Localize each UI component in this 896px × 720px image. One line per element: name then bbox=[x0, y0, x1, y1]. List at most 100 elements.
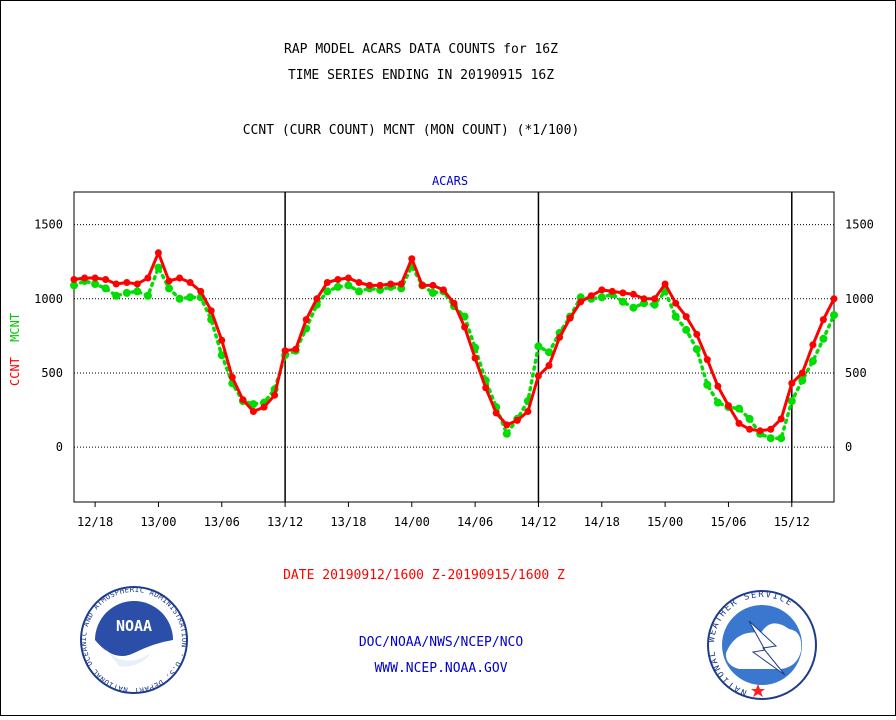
noaa-ring-text: NATIONAL OCEANIC AND ATMOSPHERIC ADMINIS… bbox=[0, 0, 189, 695]
data-point-mcnt bbox=[344, 281, 353, 290]
data-point-ccnt bbox=[640, 295, 648, 303]
data-point-mcnt bbox=[133, 287, 142, 296]
data-point-mcnt bbox=[735, 404, 743, 413]
data-point-ccnt bbox=[207, 307, 215, 315]
data-point-ccnt bbox=[651, 295, 659, 303]
data-point-ccnt bbox=[524, 408, 532, 415]
x-tick-labels: 12/18 13/00 13/06 13/12 13/18 14/00 14/06 14/12… bbox=[77, 502, 810, 529]
x-tick-label: 15/06 bbox=[710, 515, 746, 529]
x-tick-label: 13/06 bbox=[204, 515, 240, 529]
x-tick-label: 12/18 bbox=[77, 515, 113, 529]
footer-org: DOC/NOAA/NWS/NCEP/NCO bbox=[359, 635, 524, 650]
nws-logo-icon: NATIONAL WEATHER SERVICE bbox=[707, 590, 817, 700]
data-point-ccnt bbox=[418, 281, 426, 289]
data-point-ccnt bbox=[355, 279, 363, 286]
data-point-ccnt bbox=[271, 391, 279, 399]
data-point-ccnt bbox=[91, 274, 99, 282]
data-point-mcnt bbox=[186, 293, 195, 302]
data-point-mcnt bbox=[70, 281, 78, 290]
data-point-mcnt bbox=[819, 334, 828, 343]
x-tick-label: 15/12 bbox=[774, 515, 810, 529]
footer-url: WWW.NCEP.NOAA.GOV bbox=[374, 661, 507, 676]
data-point-ccnt bbox=[788, 379, 796, 387]
chart-title-line-2: TIME SERIES ENDING IN 20190915 16Z bbox=[288, 68, 554, 83]
chart-subtitle: CCNT (CURR COUNT) MCNT (MON COUNT) (*1/1… bbox=[243, 123, 580, 138]
data-point-ccnt bbox=[397, 280, 405, 288]
data-point-mcnt bbox=[355, 287, 363, 296]
data-point-mcnt bbox=[777, 434, 786, 443]
data-point-ccnt bbox=[218, 336, 226, 344]
data-point-ccnt bbox=[830, 295, 838, 303]
data-point-ccnt bbox=[608, 287, 616, 295]
series-ccnt bbox=[70, 249, 838, 435]
data-point-ccnt bbox=[176, 274, 184, 282]
y-axis-label-ccnt: CCNT bbox=[8, 357, 22, 386]
data-point-ccnt bbox=[556, 333, 564, 341]
data-point-mcnt bbox=[165, 284, 173, 293]
series-line-mcnt bbox=[72, 264, 836, 440]
data-point-ccnt bbox=[693, 330, 701, 338]
data-point-ccnt bbox=[809, 341, 817, 349]
data-point-mcnt bbox=[808, 357, 817, 366]
y-axis-label: CCNT MCNT bbox=[8, 313, 22, 386]
data-point-mcnt bbox=[333, 282, 342, 291]
data-point-mcnt bbox=[534, 342, 543, 351]
data-point-mcnt bbox=[249, 400, 258, 409]
y-tick-label-left: 0 bbox=[56, 440, 63, 454]
data-point-mcnt bbox=[217, 351, 226, 360]
noaa-logo-icon: NOAA NATIONAL OCEANIC AND ATMOSPHERIC AD… bbox=[0, 0, 189, 695]
data-point-ccnt bbox=[323, 279, 331, 286]
data-point-ccnt bbox=[292, 345, 300, 353]
data-point-ccnt bbox=[154, 249, 162, 257]
series-mcnt bbox=[70, 262, 838, 443]
data-point-mcnt bbox=[798, 376, 807, 385]
data-point-ccnt bbox=[376, 281, 384, 289]
data-point-ccnt bbox=[123, 279, 131, 286]
data-point-mcnt bbox=[671, 312, 680, 321]
data-point-ccnt bbox=[302, 316, 310, 324]
data-point-mcnt bbox=[629, 303, 638, 312]
x-tick-label: 13/00 bbox=[140, 515, 176, 529]
data-point-ccnt bbox=[482, 384, 490, 392]
data-point-mcnt bbox=[154, 263, 163, 272]
y-tick-label-right: 500 bbox=[845, 366, 867, 380]
data-point-mcnt bbox=[175, 294, 184, 303]
data-point-ccnt bbox=[534, 372, 542, 380]
data-point-ccnt bbox=[735, 419, 743, 427]
data-point-ccnt bbox=[429, 281, 437, 289]
data-point-ccnt bbox=[724, 402, 732, 410]
data-point-mcnt bbox=[692, 345, 701, 354]
data-point-ccnt bbox=[777, 415, 785, 423]
data-point-mcnt bbox=[545, 348, 553, 357]
series-layer bbox=[70, 249, 838, 443]
grid-layer bbox=[74, 224, 834, 448]
data-point-mcnt bbox=[460, 312, 469, 321]
data-point-ccnt bbox=[503, 421, 511, 429]
data-point-ccnt bbox=[228, 373, 236, 381]
data-point-ccnt bbox=[746, 425, 754, 433]
x-tick-label: 14/00 bbox=[394, 515, 430, 529]
y-tick-labels: 0 0 500 500 1000 1000 1500 1500 bbox=[34, 218, 874, 454]
y-tick-label-left: 1500 bbox=[34, 218, 63, 232]
data-point-mcnt bbox=[787, 397, 796, 406]
data-point-mcnt bbox=[597, 293, 606, 302]
date-range: DATE 20190912/1600 Z-20190915/1600 Z bbox=[283, 568, 565, 583]
data-point-ccnt bbox=[461, 323, 469, 331]
y-tick-label-left: 500 bbox=[41, 366, 63, 380]
data-point-ccnt bbox=[281, 347, 289, 355]
svg-text:NATIONAL OCEANIC AND ATMOSPHER: NATIONAL OCEANIC AND ATMOSPHERIC ADMINIS… bbox=[1, 1, 189, 695]
y-axis-label-mcnt: MCNT bbox=[8, 313, 22, 342]
data-point-ccnt bbox=[112, 280, 120, 288]
y-tick-label-right: 0 bbox=[845, 440, 852, 454]
data-point-ccnt bbox=[144, 274, 152, 282]
data-point-ccnt bbox=[767, 425, 775, 433]
data-point-mcnt bbox=[830, 311, 838, 320]
data-point-mcnt bbox=[143, 291, 152, 300]
data-point-mcnt bbox=[101, 284, 110, 293]
x-tick-label: 14/18 bbox=[584, 515, 620, 529]
data-point-ccnt bbox=[366, 281, 374, 289]
data-point-ccnt bbox=[313, 295, 321, 303]
data-point-ccnt bbox=[566, 314, 574, 322]
data-point-mcnt bbox=[650, 300, 659, 309]
